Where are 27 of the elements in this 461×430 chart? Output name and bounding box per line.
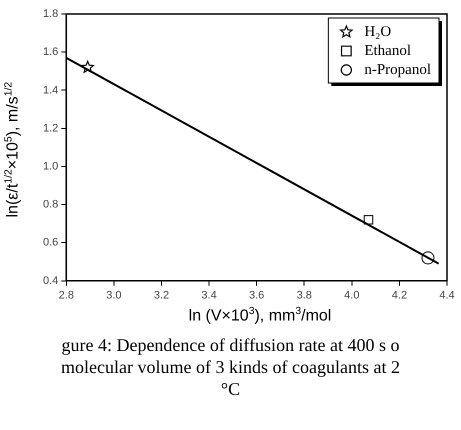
point xyxy=(81,60,94,73)
legend-label: n-Propanol xyxy=(364,62,432,78)
x-tick-label: 4.0 xyxy=(344,289,360,302)
x-tick-label: 3.8 xyxy=(296,289,312,302)
y-tick-label: 0.4 xyxy=(42,274,58,287)
y-tick-label: 1.4 xyxy=(42,84,58,96)
x-tick-label: 2.8 xyxy=(58,289,74,302)
y-tick-label: 1.6 xyxy=(42,46,58,58)
x-tick-label: 3.2 xyxy=(154,289,170,302)
y-tick-label: 1.8 xyxy=(42,8,58,20)
text: molecular volume of 3 kinds of coagulants at 2 xyxy=(60,356,401,378)
y-tick-label: 0.6 xyxy=(42,236,58,249)
text: gure 4: Dependence of diffusion rate at 400 s o xyxy=(60,334,401,356)
legend-label: H₂O xyxy=(364,24,392,40)
x-tick-label: 3.4 xyxy=(201,289,217,302)
x-axis-title: ln (V×10$^{3}$), mm$^{3}$/mol xyxy=(188,306,332,326)
y-tick-label: 1.2 xyxy=(42,122,58,134)
y-tick-label: 0.8 xyxy=(42,198,58,211)
x-tick-label: 3.0 xyxy=(106,289,122,302)
x-tick-label: 4.4 xyxy=(439,289,455,302)
text: °C xyxy=(220,378,242,400)
y-tick-label: 1.0 xyxy=(42,160,58,172)
x-tick-label: 3.6 xyxy=(248,289,264,302)
point xyxy=(421,251,434,264)
x-tick-label: 4.2 xyxy=(392,289,408,302)
point xyxy=(364,215,374,225)
legend-label: Ethanol xyxy=(364,42,411,59)
